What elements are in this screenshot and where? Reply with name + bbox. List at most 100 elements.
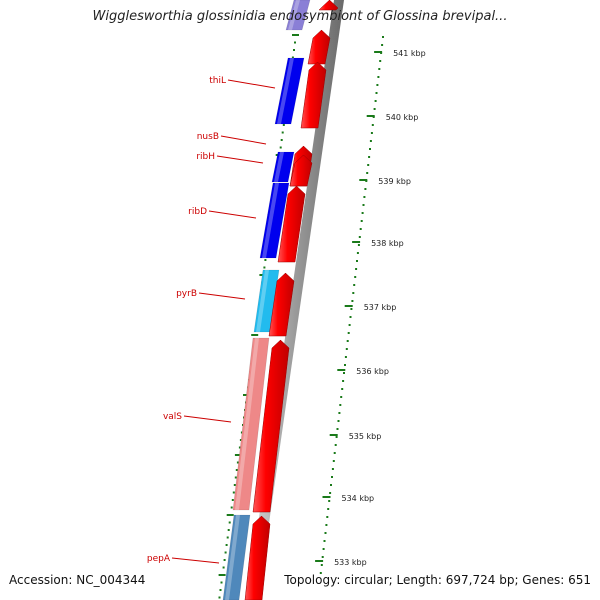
length-label: Length: <box>396 573 442 587</box>
scale-dot <box>376 84 379 86</box>
scale-dot <box>351 300 354 302</box>
scale-dot <box>336 428 339 430</box>
scale-dot <box>356 252 359 254</box>
inner-ruler-dot <box>263 266 266 269</box>
scale-dot <box>341 388 344 390</box>
feature-thil <box>274 57 305 125</box>
inner-ruler-dot <box>239 439 242 441</box>
inner-ruler-dot <box>235 469 238 471</box>
scale-label: 541 kbp <box>393 49 426 58</box>
scale-tick <box>337 369 346 371</box>
inner-ruler-dot <box>232 491 235 494</box>
feature-ribh <box>271 151 295 183</box>
gene-leader-line <box>216 155 264 164</box>
scale-dot <box>370 132 373 134</box>
scale-dot <box>325 524 328 526</box>
scale-dot <box>350 308 353 310</box>
feature-pepa <box>222 514 251 600</box>
scale-dot <box>356 260 358 262</box>
scale-dot <box>319 572 322 574</box>
scale-dot <box>377 76 380 78</box>
gene-leader-line <box>183 415 232 423</box>
feature-highlight <box>277 58 294 124</box>
inner-ruler-dot <box>218 596 221 599</box>
forward-gene-arrow <box>277 185 306 263</box>
inner-ruler-dot <box>294 41 296 44</box>
forward-gene-arrow <box>268 272 295 337</box>
scale-dot <box>320 564 323 566</box>
scale-label: 539 kbp <box>378 177 411 186</box>
scale-dot <box>321 556 324 558</box>
feature-ribd <box>259 182 290 259</box>
inner-ruler-dot <box>224 551 227 554</box>
feature-highlight <box>225 515 240 600</box>
scale-dot <box>360 220 363 222</box>
gene-leader-line <box>208 210 257 219</box>
feature-highlight <box>288 0 300 30</box>
scale-ruler: 541 kbp 540 kbp 539 kbp 538 kbp 537 kbp 536 k… <box>315 36 426 574</box>
gene-leader-line <box>227 79 276 89</box>
gene-label-pyrB: pyrB <box>176 289 197 299</box>
scale-dot <box>331 476 333 478</box>
scale-label: 538 kbp <box>371 239 404 248</box>
scale-dot <box>347 332 350 334</box>
inner-ruler-tick <box>234 454 242 456</box>
scale-dot <box>346 340 349 342</box>
scale-tick <box>322 496 331 498</box>
gene-leader-line <box>220 135 267 145</box>
inner-ruler-dot <box>220 581 223 584</box>
map-title: Wigglesworthia glossinidia endosymbiont … <box>92 9 508 24</box>
inner-ruler-dot <box>280 139 283 141</box>
scale-dot <box>323 540 326 542</box>
scale-dot <box>371 124 374 126</box>
scale-dot <box>338 412 341 414</box>
scale-dot <box>355 268 358 270</box>
inner-ruler-dot <box>234 476 237 479</box>
scale-dot <box>352 292 355 294</box>
inner-ruler-dot <box>227 529 230 531</box>
forward-strand-track <box>244 0 339 600</box>
scale-dot <box>353 284 356 286</box>
scale-dot <box>366 172 369 174</box>
feature-vals <box>232 337 270 511</box>
scale-dot <box>367 164 370 166</box>
scale-dot <box>328 500 331 502</box>
forward-gene-arrow <box>244 515 271 600</box>
inner-ruler-dot <box>219 589 222 591</box>
inner-ruler-dot <box>222 566 225 569</box>
length-value: 697,724 bp <box>445 573 515 587</box>
scale-dot <box>339 404 342 406</box>
gene-label-ribD: ribD <box>188 207 207 217</box>
forward-gene-arrow <box>300 61 327 129</box>
scale-dot <box>358 236 361 238</box>
inner-ruler-dot <box>279 146 282 149</box>
scale-dot <box>374 100 377 102</box>
scale-label: 533 kbp <box>334 558 367 567</box>
forward-gene-arrow <box>289 154 313 187</box>
scale-dot <box>337 420 340 422</box>
forward-gene-arrow <box>318 0 339 11</box>
scale-tick <box>344 305 353 307</box>
topology-label: Topology: <box>284 573 341 587</box>
accession-label: Accession: <box>9 573 73 587</box>
scale-dot <box>357 244 360 246</box>
inner-ruler-dot <box>228 521 231 524</box>
feature-highlight <box>256 270 269 332</box>
scale-dot <box>381 44 384 46</box>
inner-ruler-dot <box>231 499 234 501</box>
scale-dot <box>375 92 378 94</box>
reverse-strand-track <box>222 0 311 600</box>
scale-dot <box>382 36 384 38</box>
inner-ruler-tick <box>251 334 259 336</box>
genes-value: 651 <box>568 573 591 587</box>
scale-dot <box>364 188 367 190</box>
scale-dot <box>335 436 338 438</box>
inner-ruler-dot <box>238 446 241 449</box>
topology-info: Topology: circular; Length: 697,724 bp; … <box>284 573 591 587</box>
scale-dot <box>344 356 347 358</box>
inner-ruler-dot <box>226 536 229 539</box>
inner-ruler-dot <box>223 559 226 561</box>
inner-ruler-dot <box>264 259 267 261</box>
feature-highlight <box>274 152 284 182</box>
